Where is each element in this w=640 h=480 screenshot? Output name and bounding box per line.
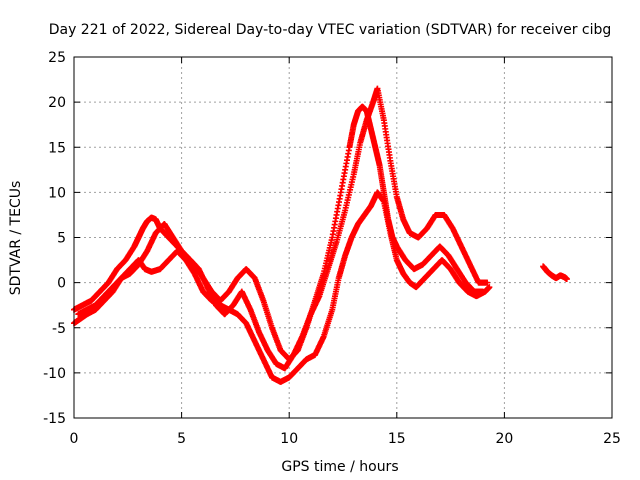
series-track-d bbox=[540, 263, 570, 283]
y-axis-label: SDTVAR / TECUs bbox=[8, 181, 24, 296]
data-point bbox=[563, 276, 570, 283]
y-tick-label: 5 bbox=[57, 231, 66, 247]
axis-ticks: 0 5 10 15 20 25 -15 -10 -5 0 5 10 15 20 25 bbox=[43, 50, 621, 447]
y-tick-label: -15 bbox=[43, 411, 66, 427]
x-axis-label: GPS time / hours bbox=[281, 459, 398, 475]
chart-title: Day 221 of 2022, Sidereal Day-to-day VTE… bbox=[49, 22, 612, 38]
series-track-c bbox=[75, 85, 491, 372]
x-tick-label: 10 bbox=[280, 431, 298, 447]
y-tick-label: 0 bbox=[57, 276, 66, 292]
y-tick-label: 25 bbox=[48, 50, 66, 66]
y-tick-label: 15 bbox=[48, 140, 66, 156]
series-track-b bbox=[71, 103, 486, 363]
data-point bbox=[484, 279, 491, 286]
x-tick-label: 0 bbox=[70, 431, 79, 447]
x-tick-label: 20 bbox=[495, 431, 513, 447]
y-tick-label: -10 bbox=[43, 366, 66, 382]
y-tick-label: 10 bbox=[48, 185, 66, 201]
y-tick-label: 20 bbox=[48, 95, 66, 111]
x-tick-label: 25 bbox=[603, 431, 621, 447]
x-tick-label: 5 bbox=[177, 431, 186, 447]
data-point bbox=[486, 284, 493, 291]
y-tick-label: -5 bbox=[52, 321, 66, 337]
data-point bbox=[479, 288, 486, 295]
x-tick-label: 15 bbox=[388, 431, 406, 447]
data-points bbox=[71, 85, 570, 385]
